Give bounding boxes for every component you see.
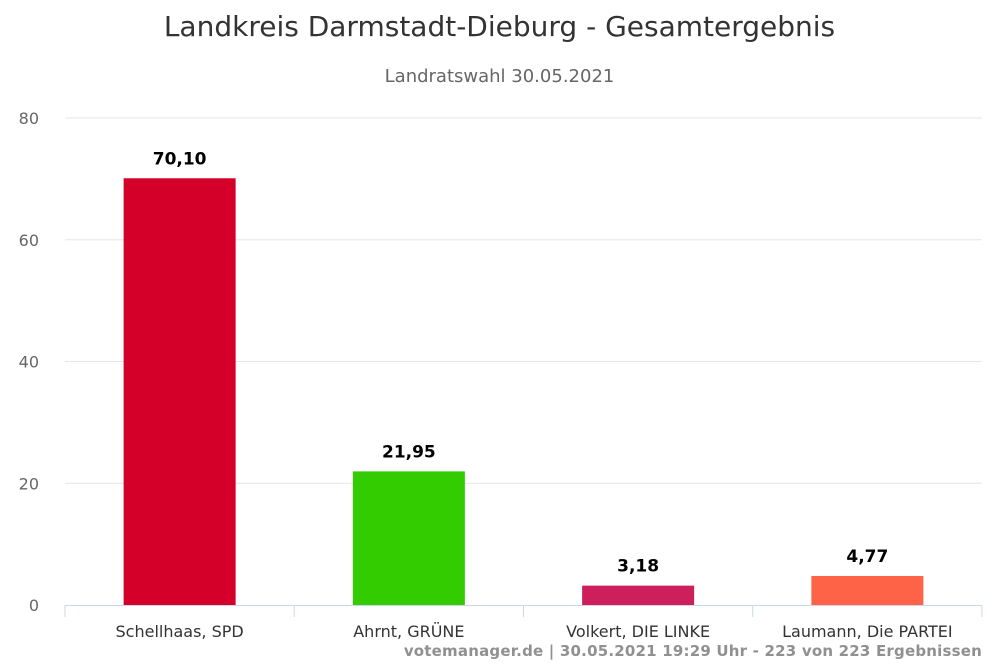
x-category-label: Schellhaas, SPD (116, 622, 244, 641)
y-tick-label: 20 (19, 474, 39, 493)
bar (352, 471, 465, 605)
x-category-label: Volkert, DIE LINKE (566, 622, 710, 641)
y-axis: 0 20 40 60 80 (19, 109, 39, 615)
data-labels: 70,10 21,95 3,18 4,77 (153, 149, 889, 576)
chart-title: Landkreis Darmstadt-Dieburg - Gesamterge… (163, 10, 836, 43)
y-tick-label: 80 (19, 109, 39, 128)
x-category-label: Laumann, Die PARTEI (782, 622, 953, 641)
bars (123, 178, 924, 606)
x-axis: Schellhaas, SPD Ahrnt, GRÜNE Volkert, DIE … (64, 605, 983, 641)
y-tick-label: 40 (19, 353, 39, 372)
data-label: 3,18 (617, 557, 659, 577)
bar (811, 575, 924, 605)
bar (582, 585, 695, 605)
data-label: 4,77 (846, 547, 888, 567)
credits-link[interactable]: votemanager.de | 30.05.2021 19:29 Uhr - … (403, 642, 982, 660)
y-tick-label: 0 (29, 596, 39, 615)
data-label: 70,10 (153, 149, 207, 169)
chart-subtitle: Landratswahl 30.05.2021 (384, 66, 615, 87)
y-tick-label: 60 (19, 231, 39, 250)
data-label: 21,95 (382, 442, 436, 462)
x-category-label: Ahrnt, GRÜNE (353, 622, 464, 641)
bar (123, 178, 236, 606)
